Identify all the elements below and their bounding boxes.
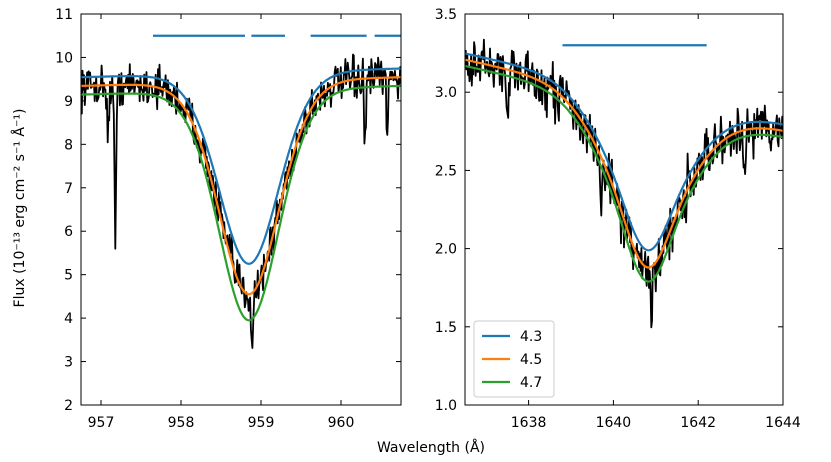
right-observed-spectrum	[465, 38, 783, 329]
left-ytick-label: 6	[64, 224, 73, 240]
right-model-4-3	[465, 52, 783, 252]
legend: 4.3 4.5 4.7	[473, 320, 555, 398]
right-xtick-label: 1642	[680, 415, 716, 431]
right-ytick-label: 1.5	[435, 320, 457, 336]
left-ytick-label: 9	[64, 94, 73, 110]
right-xtick-label: 1638	[511, 415, 547, 431]
left-ytick-label: 8	[64, 137, 73, 153]
right-model-4-5	[465, 58, 783, 269]
legend-label-4-7: 4.7	[520, 375, 542, 391]
right-ytick-label: 3.5	[435, 7, 457, 23]
left-xtick-label: 958	[168, 415, 195, 431]
left-frame	[80, 13, 402, 406]
left-xtick-label: 957	[88, 415, 115, 431]
right-plot-area	[465, 38, 783, 329]
left-ytick-label: 7	[64, 181, 73, 197]
left-ytick-label: 5	[64, 268, 73, 284]
left-xtick-label: 960	[328, 415, 355, 431]
left-ytick-label: 3	[64, 355, 73, 371]
left-ytick-label: 10	[55, 50, 73, 66]
right-xtick-label: 1644	[765, 415, 801, 431]
legend-label-4-5: 4.5	[520, 352, 542, 368]
panel-right: 1638 1640 1642 1644 1.0 1.5 2.0 2.5 3.0 3.5	[435, 7, 801, 431]
panel-left: 957 958 959 960 2 3 4 5 6 7 8 9 10 11	[55, 7, 402, 431]
right-ytick-label: 3.0	[435, 85, 457, 101]
right-model-4-7	[465, 64, 783, 283]
right-xtick-label: 1640	[596, 415, 632, 431]
left-model-4-3	[81, 67, 401, 265]
right-frame	[464, 13, 784, 406]
left-xtick-label: 959	[248, 415, 275, 431]
legend-box	[473, 320, 555, 398]
left-model-4-7	[81, 84, 401, 322]
right-ytick-label: 1.0	[435, 398, 457, 414]
right-ytick-label: 2.5	[435, 163, 457, 179]
left-model-4-5	[81, 76, 401, 296]
left-ytick-label: 2	[64, 398, 73, 414]
left-plot-area	[81, 34, 401, 349]
x-axis-label: Wavelength (Å)	[377, 439, 485, 456]
y-axis-label: Flux (10⁻¹³ erg cm⁻² s⁻¹ Å⁻¹)	[11, 109, 28, 308]
left-ytick-label: 11	[55, 7, 73, 23]
right-ytick-label: 2.0	[435, 242, 457, 258]
left-observed-spectrum	[81, 53, 401, 349]
legend-label-4-3: 4.3	[520, 329, 542, 345]
left-ytick-label: 4	[64, 311, 73, 327]
